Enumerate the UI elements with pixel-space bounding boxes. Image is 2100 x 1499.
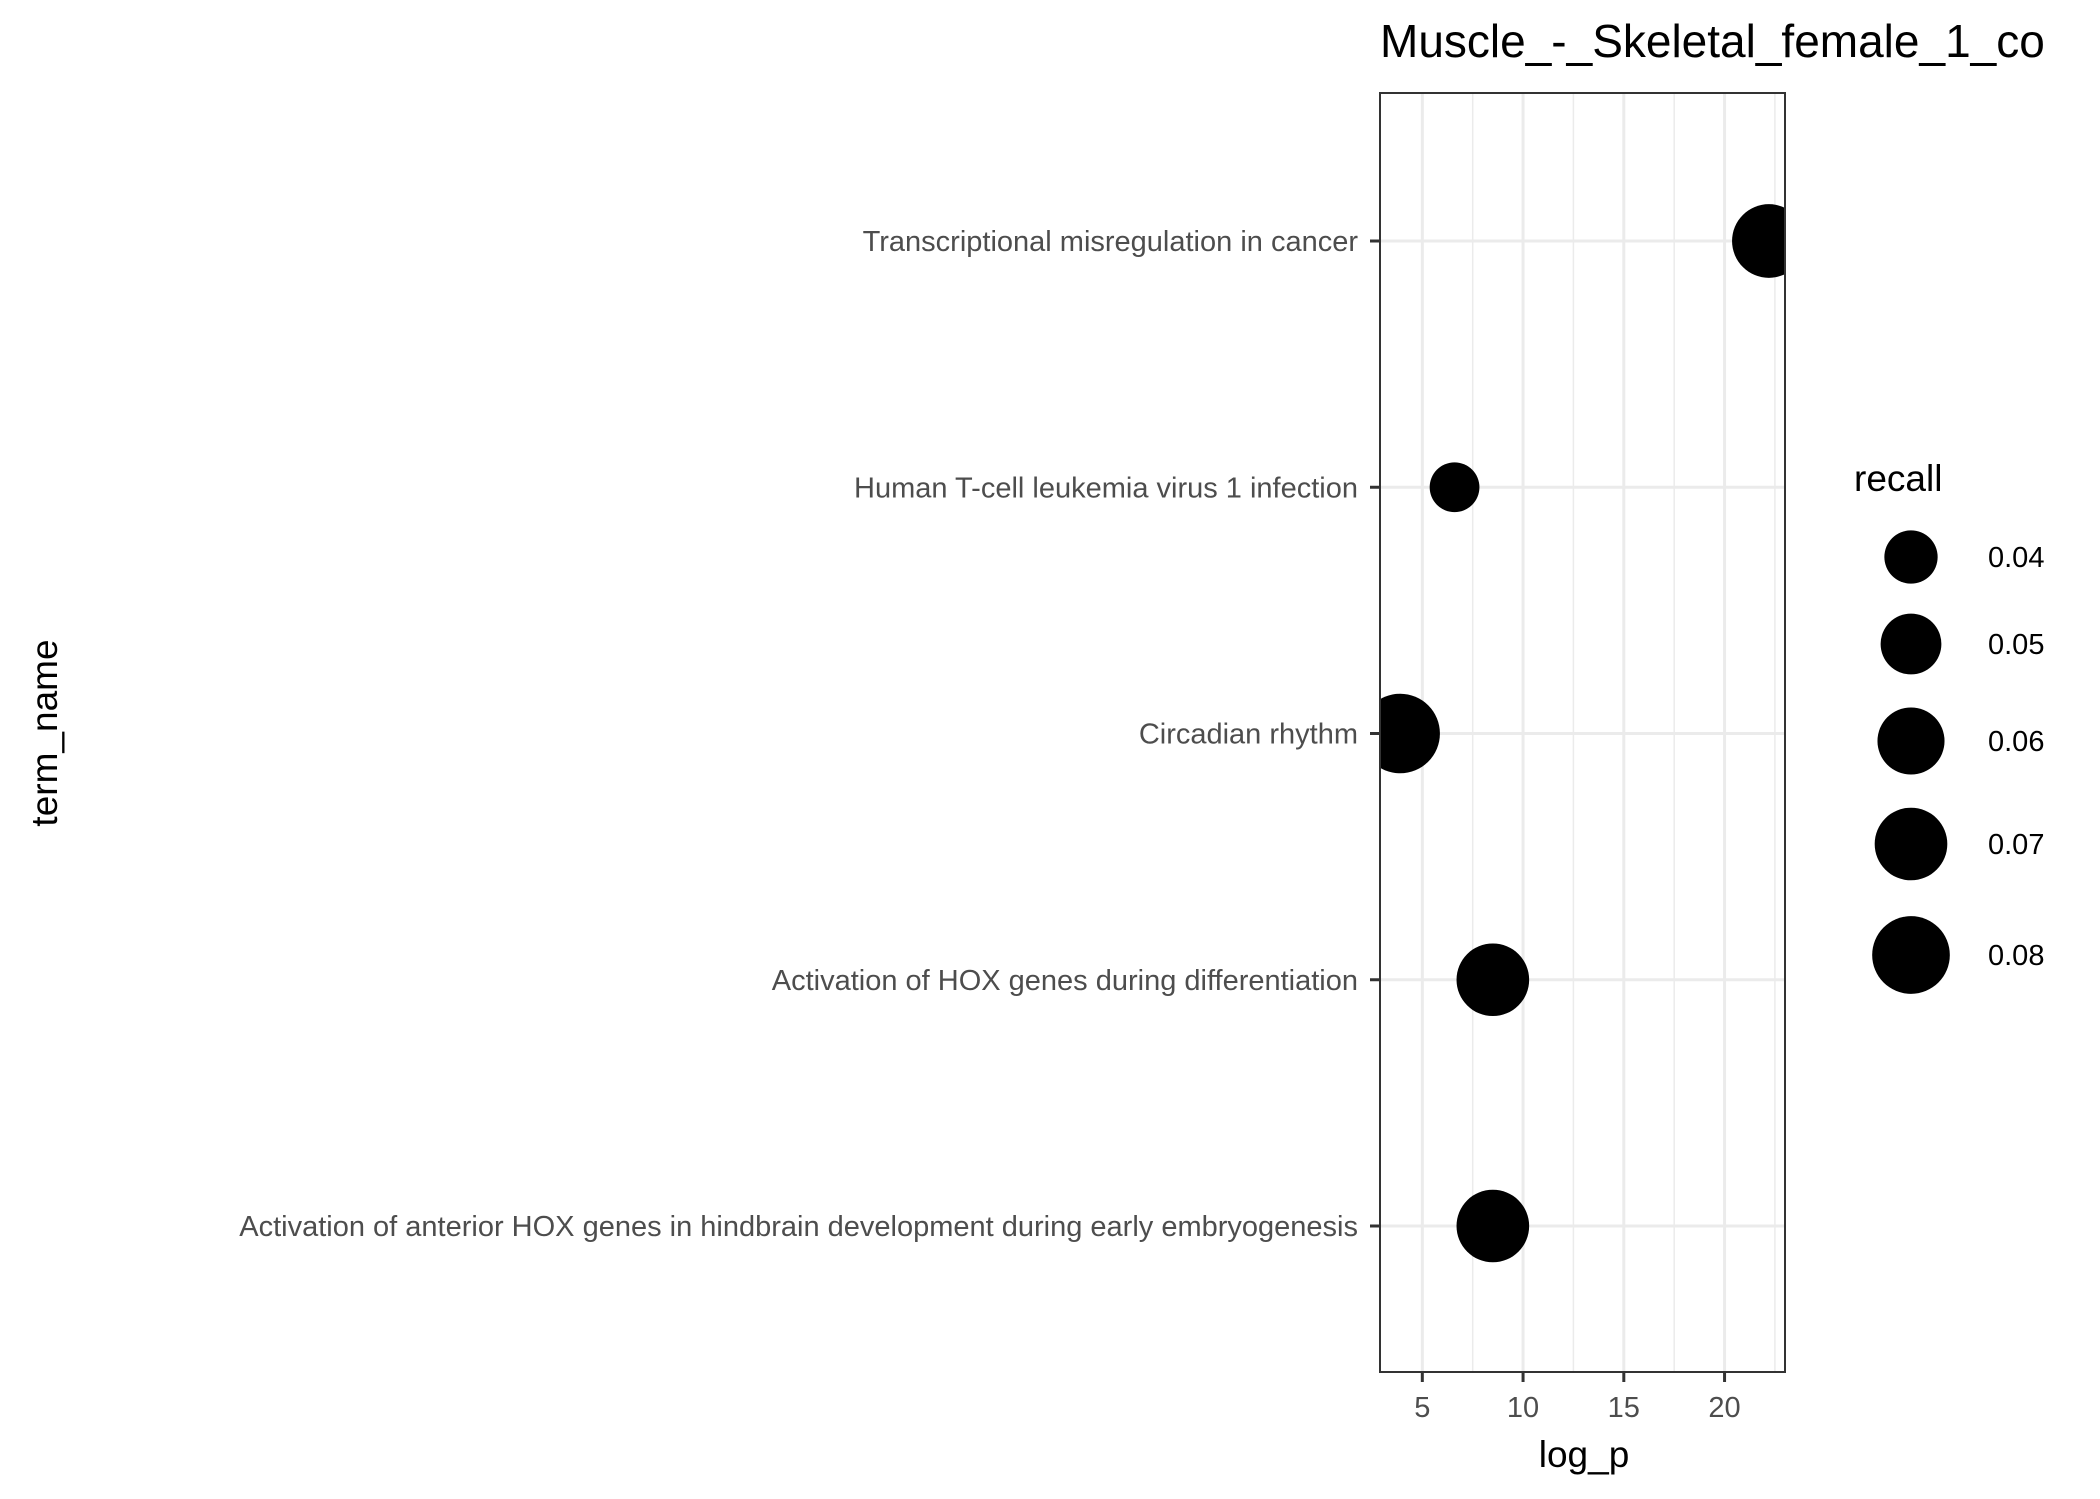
y-tick-label: Activation of anterior HOX genes in hind… xyxy=(239,1211,1358,1243)
data-points xyxy=(1380,204,1785,1263)
legend-label: 0.06 xyxy=(1988,726,2044,758)
grid-major xyxy=(1380,93,1785,1372)
y-axis: Transcriptional misregulation in cancer H… xyxy=(239,226,1380,1243)
legend-key xyxy=(1880,613,1942,675)
y-tick-label: Transcriptional misregulation in cancer xyxy=(863,226,1359,258)
legend-key xyxy=(1874,807,1948,881)
data-point xyxy=(1456,1189,1530,1263)
data-point xyxy=(1456,943,1530,1017)
x-tick-label: 15 xyxy=(1608,1392,1640,1424)
data-point xyxy=(1380,693,1440,774)
legend: recall 0.04 0.05 0.06 0.07 0.08 xyxy=(1854,458,2044,994)
legend-label: 0.05 xyxy=(1988,629,2044,661)
x-tick-label: 10 xyxy=(1507,1392,1539,1424)
y-axis-title: term_name xyxy=(24,639,65,826)
x-axis-title: log_p xyxy=(1539,1434,1630,1475)
y-tick-label: Human T-cell leukemia virus 1 infection xyxy=(854,472,1358,504)
y-tick-label: Circadian rhythm xyxy=(1139,719,1358,751)
x-axis: 5 10 15 20 xyxy=(1414,1372,1741,1424)
legend-label: 0.04 xyxy=(1988,542,2044,574)
legend-keys: 0.04 0.05 0.06 0.07 0.08 xyxy=(1872,530,2044,994)
legend-key xyxy=(1884,530,1938,584)
data-point xyxy=(1429,462,1480,513)
data-point xyxy=(1732,204,1785,278)
legend-label: 0.08 xyxy=(1988,940,2044,972)
legend-key xyxy=(1872,916,1950,994)
x-tick-label: 20 xyxy=(1708,1392,1740,1424)
chart-title: Muscle_-_Skeletal_female_1_co xyxy=(1380,15,2045,67)
x-tick-label: 5 xyxy=(1414,1392,1430,1424)
y-tick-label: Activation of HOX genes during different… xyxy=(772,965,1358,997)
legend-title: recall xyxy=(1854,458,1942,499)
legend-label: 0.07 xyxy=(1988,829,2044,861)
legend-key xyxy=(1877,707,1945,775)
